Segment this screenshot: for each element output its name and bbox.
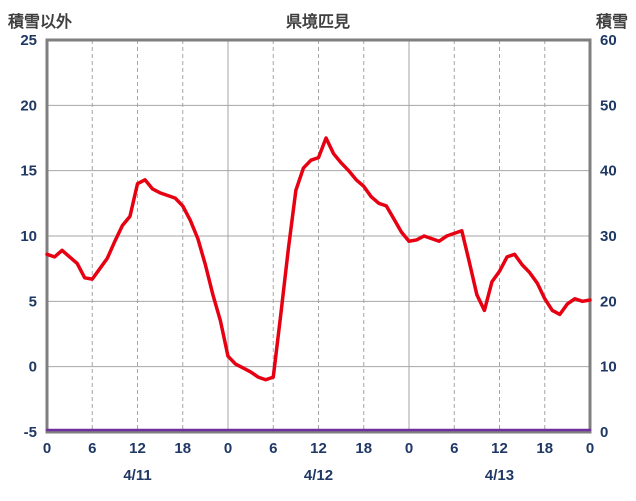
hour-tick-label: 6 (269, 440, 277, 457)
date-label: 4/12 (304, 467, 333, 484)
hour-tick-label: 18 (174, 440, 191, 457)
left-axis-tick-label: 25 (20, 32, 37, 49)
date-label: 4/13 (485, 467, 514, 484)
left-axis-tick-label: 5 (29, 293, 37, 310)
hour-tick-label: 18 (536, 440, 553, 457)
left-axis-tick-label: 20 (20, 97, 37, 114)
left-axis-tick-label: 15 (20, 163, 37, 180)
right-axis-tick-label: 60 (600, 32, 617, 49)
right-axis-tick-label: 20 (600, 293, 617, 310)
date-label: 4/11 (123, 467, 151, 484)
hour-tick-label: 12 (491, 440, 508, 457)
non-snow-line (45, 136, 592, 382)
hour-tick-label: 6 (450, 440, 458, 457)
right-axis-title: 積雪 (595, 14, 628, 31)
hour-tick-label: 0 (224, 440, 232, 457)
left-axis-tick-label: -5 (24, 424, 37, 441)
left-axis-tick-label: 10 (20, 228, 37, 245)
left-axis-title: 積雪以外 (8, 14, 73, 31)
hour-tick-label: 12 (129, 440, 146, 457)
hour-tick-label: 0 (405, 440, 413, 457)
right-axis-tick-label: 50 (600, 97, 617, 114)
hour-tick-label: 18 (355, 440, 372, 457)
hour-tick-label: 12 (310, 440, 327, 457)
hour-tick-label: 6 (88, 440, 96, 457)
hour-tick-label: 0 (43, 440, 51, 457)
right-axis-tick-label: 0 (600, 424, 608, 441)
hour-tick-label: 0 (586, 440, 594, 457)
right-axis-tick-label: 30 (600, 228, 617, 245)
right-axis-tick-label: 10 (600, 359, 617, 376)
left-axis-tick-label: 0 (29, 359, 37, 376)
right-axis-tick-label: 40 (600, 163, 617, 180)
plot-border (45, 38, 592, 434)
